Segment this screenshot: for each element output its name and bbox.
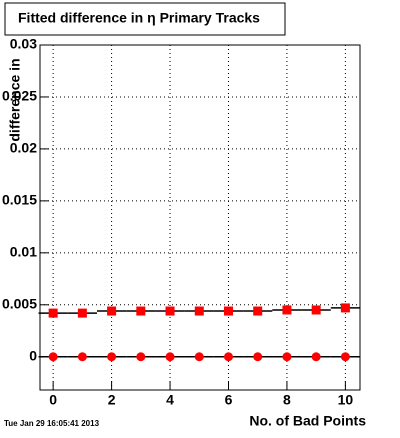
y-tick-label: 0.03 <box>10 36 37 52</box>
x-tick-label: 8 <box>283 392 291 408</box>
y-tick-label: 0 <box>29 347 37 363</box>
x-tick-label: 6 <box>225 392 233 408</box>
x-tick-label: 10 <box>338 392 354 408</box>
marker-square <box>253 306 263 316</box>
marker-circle <box>194 352 204 362</box>
marker-square <box>48 308 58 318</box>
y-axis-label: difference in <box>7 58 23 141</box>
marker-square <box>340 303 350 313</box>
timestamp: Tue Jan 29 16:05:41 2013 <box>4 419 100 428</box>
x-tick-label: 0 <box>49 392 57 408</box>
y-tick-label: 0.02 <box>10 140 37 156</box>
marker-square <box>311 305 321 315</box>
x-tick-label: 2 <box>108 392 116 408</box>
x-axis-label: No. of Bad Points <box>249 413 366 429</box>
marker-square <box>282 305 292 315</box>
y-tick-label: 0.01 <box>10 244 37 260</box>
x-tick-label: 4 <box>166 392 174 408</box>
marker-circle <box>48 352 58 362</box>
y-tick-label: 0.025 <box>2 88 37 104</box>
marker-circle <box>253 352 263 362</box>
marker-square <box>165 306 175 316</box>
marker-square <box>194 306 204 316</box>
marker-circle <box>136 352 146 362</box>
marker-circle <box>223 352 233 362</box>
chart-title: Fitted difference in η Primary Tracks <box>18 10 260 26</box>
title-box <box>4 2 286 36</box>
marker-circle <box>282 352 292 362</box>
y-tick-label: 0.005 <box>2 295 37 311</box>
marker-square <box>107 306 117 316</box>
marker-circle <box>77 352 87 362</box>
marker-circle <box>107 352 117 362</box>
y-tick-label: 0.015 <box>2 192 37 208</box>
marker-circle <box>165 352 175 362</box>
marker-circle <box>311 352 321 362</box>
marker-square <box>77 308 87 318</box>
marker-square <box>136 306 146 316</box>
marker-square <box>223 306 233 316</box>
marker-circle <box>340 352 350 362</box>
